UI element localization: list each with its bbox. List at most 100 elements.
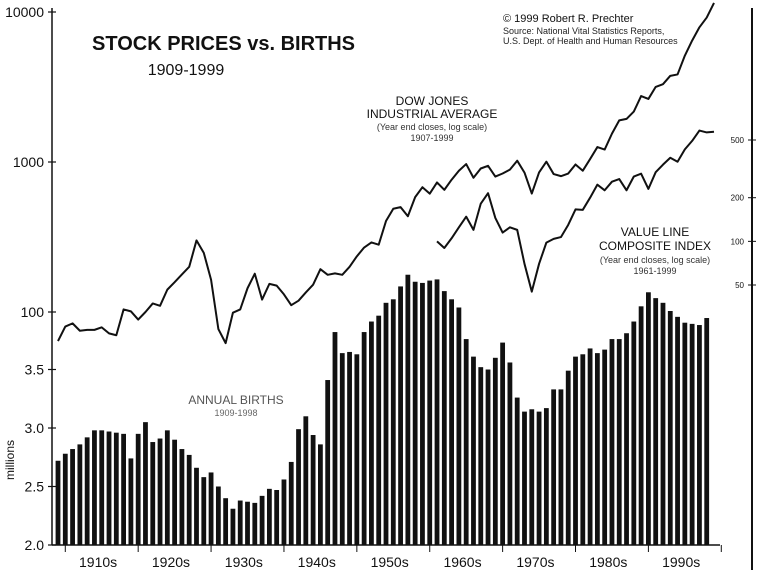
x-tick-label: 1960s: [443, 554, 481, 570]
births-bar: [150, 442, 156, 545]
valueline-line: [436, 129, 715, 293]
births-bar: [310, 435, 316, 545]
births-bar: [682, 322, 688, 545]
births-bar: [449, 299, 454, 545]
births-bar: [55, 460, 61, 545]
births-bar: [106, 431, 112, 545]
births-bar: [99, 430, 105, 545]
births-bar: [573, 356, 578, 545]
births-bar: [427, 280, 433, 545]
births-bar: [471, 356, 476, 545]
births-bar: [697, 325, 702, 545]
births-bar: [347, 351, 352, 545]
x-tick-label: 1990s: [662, 554, 700, 570]
births-bars: [55, 274, 710, 545]
births-bar: [325, 380, 331, 545]
births-axis-label: millions: [3, 440, 17, 480]
births-bar: [675, 316, 680, 545]
births-bar: [543, 408, 549, 545]
births-bar: [201, 477, 207, 545]
left-log-tick-label: 10000: [5, 4, 44, 20]
djia-label-3: (Year end closes, log scale): [377, 122, 487, 132]
credit-line-1: © 1999 Robert R. Prechter: [503, 13, 634, 25]
valueline-label-4: 1961-1999: [633, 266, 676, 276]
valueline-label-3: (Year end closes, log scale): [600, 255, 710, 265]
births-bar: [602, 349, 608, 545]
births-bar: [646, 292, 651, 545]
djia-label-2: INDUSTRIAL AVERAGE: [367, 107, 498, 121]
births-bar: [434, 279, 440, 545]
births-bar: [638, 306, 644, 545]
births-bar: [587, 348, 593, 545]
births-bar: [361, 332, 367, 545]
births-bar: [507, 362, 513, 545]
births-bar: [332, 332, 338, 545]
births-bar: [405, 274, 411, 545]
births-bar: [485, 369, 491, 545]
x-tick-label: 1940s: [298, 554, 336, 570]
left-births-tick-label: 2.5: [25, 479, 45, 495]
chart-title: STOCK PRICES vs. BIRTHS: [92, 33, 355, 55]
births-bar: [616, 339, 622, 545]
births-bar: [609, 339, 615, 545]
x-tick-label: 1920s: [152, 554, 190, 570]
births-label-2: 1909-1998: [214, 408, 257, 418]
credit-line-3: U.S. Dept. of Health and Human Resources: [503, 36, 678, 46]
births-bar: [186, 454, 192, 545]
right-tick-label: 50: [735, 281, 744, 290]
births-bar: [245, 501, 250, 545]
births-bar: [281, 479, 287, 545]
births-bar: [230, 508, 236, 545]
births-bar: [259, 495, 265, 545]
births-bar: [551, 389, 557, 545]
births-bar: [624, 333, 629, 545]
births-bar: [77, 444, 83, 545]
births-bar: [92, 430, 97, 545]
births-bar: [318, 444, 323, 545]
births-bar: [113, 432, 119, 545]
left-births-tick-label: 2.0: [25, 537, 45, 553]
births-bar: [478, 367, 484, 545]
credit-line-2: Source: National Vital Statistics Report…: [503, 26, 664, 36]
x-tick-label: 1950s: [371, 554, 409, 570]
births-bar: [558, 389, 564, 545]
births-bar: [653, 298, 659, 545]
births-bar: [383, 302, 389, 545]
births-bar: [135, 433, 141, 545]
births-bar: [412, 281, 418, 545]
births-bar: [529, 409, 535, 545]
births-bar: [266, 488, 272, 545]
births-bar: [215, 486, 221, 545]
right-tick-label: 500: [731, 136, 745, 145]
births-bar: [223, 498, 229, 545]
births-bar: [303, 416, 309, 545]
births-bar: [631, 321, 637, 545]
births-bar: [143, 422, 148, 545]
djia-label-1: DOW JONES: [396, 94, 469, 108]
births-bar: [208, 472, 214, 545]
x-tick-label: 1930s: [225, 554, 263, 570]
births-bar: [237, 500, 243, 545]
births-bar: [369, 321, 374, 545]
births-bar: [70, 449, 75, 545]
left-births-tick-label: 3.0: [25, 420, 45, 436]
births-bar: [376, 315, 382, 545]
births-bar: [565, 370, 571, 545]
right-tick-label: 100: [731, 237, 745, 246]
births-bar: [594, 353, 600, 545]
chart-subtitle: 1909-1999: [148, 62, 225, 79]
births-bar: [463, 339, 469, 545]
births-bar: [704, 318, 710, 545]
djia-label-4: 1907-1999: [410, 133, 453, 143]
births-bar: [84, 437, 90, 545]
births-bar: [420, 282, 425, 545]
births-bar: [296, 429, 301, 545]
valueline-label-1: VALUE LINE: [621, 225, 689, 239]
births-bar: [121, 433, 126, 545]
births-bar: [689, 323, 695, 545]
births-bar: [179, 449, 185, 545]
births-bar: [164, 430, 170, 545]
births-bar: [274, 490, 280, 545]
x-tick-label: 1970s: [516, 554, 554, 570]
